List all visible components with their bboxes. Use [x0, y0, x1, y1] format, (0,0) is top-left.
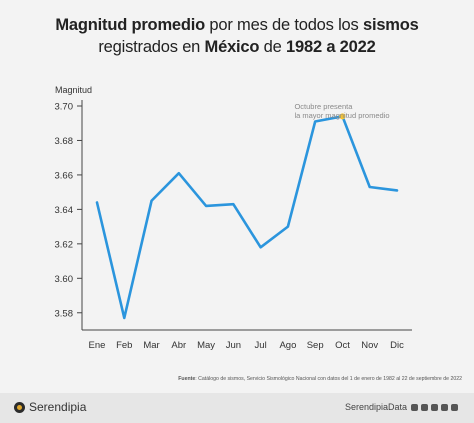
chart-title: Magnitud promedio por mes de todos los s… — [0, 14, 474, 58]
y-tick-label: 3.58 — [55, 308, 74, 319]
title-line-1: Magnitud promedio por mes de todos los s… — [55, 16, 419, 34]
chart-area: Magnitud 3.58 3.60 3.62 3.64 3.66 3.68 3.70 Ene F… — [0, 80, 474, 370]
x-tick-label: Jul — [255, 340, 267, 351]
highlight-point — [339, 113, 346, 120]
x-tick-label: Jun — [226, 340, 241, 351]
brand-name: Serendipia — [29, 400, 87, 414]
twitter-icon[interactable] — [421, 403, 428, 411]
y-tick-label: 3.60 — [55, 274, 74, 285]
annotation-line-1: Octubre presenta — [294, 102, 353, 111]
title-line-2: registrados en México de 1982 a 2022 — [98, 38, 376, 56]
annotation-line-2: la mayor magnitud promedio — [294, 111, 389, 120]
x-tick-label: Abr — [171, 340, 186, 351]
source-note: Fuente: Catálogo de sismos, Servicio Sis… — [178, 376, 462, 382]
footer-bar: Serendipia SerendipiaData — [0, 393, 474, 423]
x-tick-label: Ene — [89, 340, 106, 351]
y-axis-label: Magnitud — [55, 85, 92, 95]
y-tick-label: 3.64 — [55, 205, 74, 216]
y-tick-label: 3.66 — [55, 170, 74, 181]
pinterest-icon[interactable] — [431, 403, 438, 411]
x-tick-label: Oct — [335, 340, 350, 351]
y-tick-label: 3.62 — [55, 239, 74, 250]
serendipia-logo-icon — [14, 401, 25, 413]
x-tick-label: Mar — [143, 340, 159, 351]
x-tick-label: Sep — [307, 340, 324, 351]
handle-text: SerendipiaData — [344, 402, 407, 412]
x-tick-label: May — [197, 340, 215, 351]
brand-logo[interactable]: Serendipia — [14, 400, 86, 414]
x-tick-label: Ago — [279, 340, 296, 351]
line-chart: Magnitud 3.58 3.60 3.62 3.64 3.66 3.68 3.70 Ene F… — [55, 85, 412, 351]
x-tick-label: Dic — [390, 340, 404, 351]
social-handle[interactable]: SerendipiaData — [345, 402, 458, 412]
x-tick-label: Feb — [116, 340, 132, 351]
y-tick-label: 3.70 — [55, 102, 74, 113]
series-line — [95, 115, 399, 320]
facebook-icon[interactable] — [411, 403, 418, 411]
social-icons — [411, 403, 458, 411]
x-tick-label: Nov — [361, 340, 378, 351]
instagram-icon[interactable] — [451, 403, 458, 411]
y-tick-label: 3.68 — [55, 136, 74, 147]
youtube-icon[interactable] — [441, 403, 448, 411]
